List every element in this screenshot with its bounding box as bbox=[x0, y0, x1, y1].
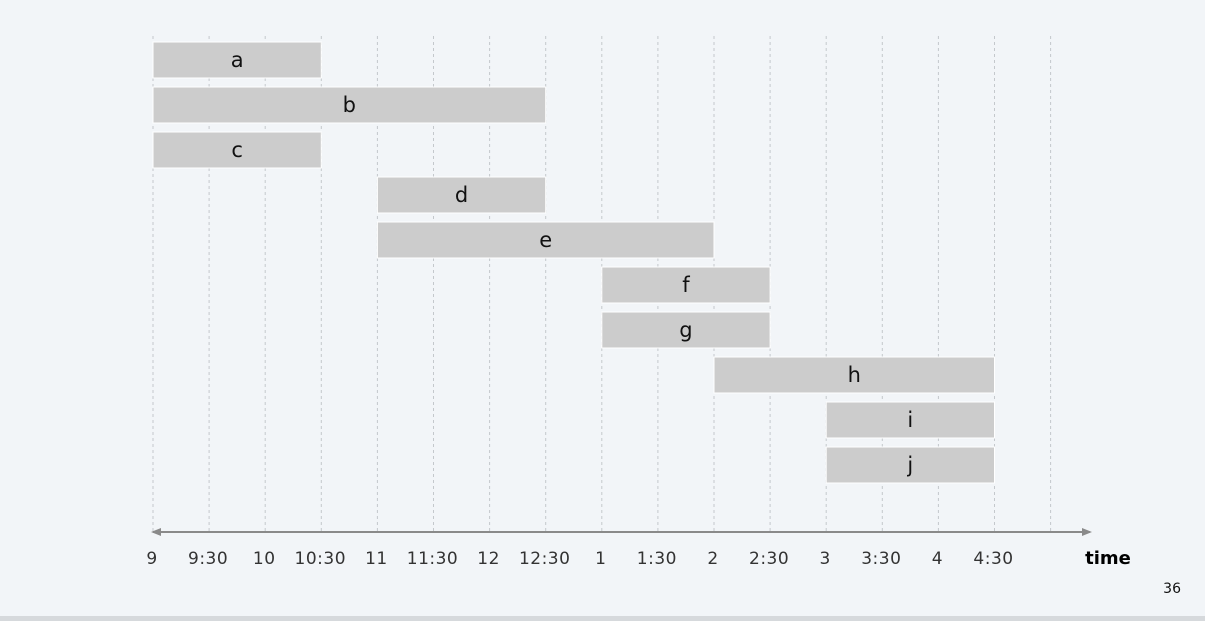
time-axis bbox=[151, 528, 1092, 536]
tick-label: 9:30 bbox=[188, 549, 228, 569]
tick-label: 3:30 bbox=[861, 549, 901, 569]
tick-label: 12 bbox=[477, 549, 500, 569]
interval-label-g: g bbox=[679, 318, 692, 342]
axis-arrow-left bbox=[151, 528, 161, 536]
interval-e: e bbox=[376, 221, 715, 259]
interval-d: d bbox=[376, 176, 547, 214]
interval-bar-g bbox=[601, 311, 771, 349]
interval-bar-i bbox=[825, 401, 996, 439]
interval-bar-h bbox=[713, 356, 995, 394]
interval-j: j bbox=[825, 446, 996, 484]
interval-c: c bbox=[152, 131, 322, 169]
interval-bar-f bbox=[601, 266, 771, 304]
interval-label-d: d bbox=[455, 183, 468, 207]
interval-bar-d bbox=[376, 176, 547, 214]
interval-bar-b bbox=[152, 86, 547, 124]
interval-bar-c bbox=[152, 131, 322, 169]
interval-h: h bbox=[713, 356, 995, 394]
tick-label: 1:30 bbox=[637, 549, 677, 569]
tick-label: 11 bbox=[365, 549, 388, 569]
interval-bars: a b c d e fg h ij bbox=[152, 41, 996, 484]
interval-label-h: h bbox=[848, 363, 861, 387]
interval-a: a bbox=[152, 41, 322, 79]
tick-label: 2:30 bbox=[749, 549, 789, 569]
tick-label: 4 bbox=[932, 549, 943, 569]
axis-title-time: time bbox=[1085, 548, 1131, 569]
tick-label: 2 bbox=[707, 549, 718, 569]
interval-label-i: i bbox=[907, 408, 913, 432]
interval-b: b bbox=[152, 86, 547, 124]
interval-label-c: c bbox=[231, 138, 243, 162]
interval-label-b: b bbox=[343, 93, 356, 117]
interval-bar-a bbox=[152, 41, 322, 79]
interval-label-e: e bbox=[539, 228, 552, 252]
interval-i: i bbox=[825, 401, 996, 439]
tick-label: 11:30 bbox=[407, 549, 459, 569]
tick-label: 4:30 bbox=[973, 549, 1013, 569]
page-number: 36 bbox=[1163, 581, 1181, 597]
axis-arrow-right bbox=[1082, 528, 1092, 536]
interval-g: g bbox=[601, 311, 771, 349]
tick-label: 1 bbox=[595, 549, 606, 569]
tick-label: 9 bbox=[146, 549, 157, 569]
interval-f: f bbox=[601, 266, 771, 304]
interval-bar-j bbox=[825, 446, 996, 484]
interval-label-a: a bbox=[231, 48, 244, 72]
interval-label-f: f bbox=[682, 273, 690, 297]
interval-label-j: j bbox=[906, 453, 913, 477]
tick-labels: 9 9:30 10 10:30 11 11:30 12 12:30 1 1:30 2 2:30 3 3:3… bbox=[146, 549, 1013, 569]
tick-label: 10 bbox=[253, 549, 276, 569]
tick-label: 3 bbox=[820, 549, 831, 569]
interval-bar-e bbox=[376, 221, 715, 259]
tick-label: 10:30 bbox=[295, 549, 347, 569]
tick-label: 12:30 bbox=[519, 549, 571, 569]
bottom-border bbox=[0, 616, 1205, 621]
